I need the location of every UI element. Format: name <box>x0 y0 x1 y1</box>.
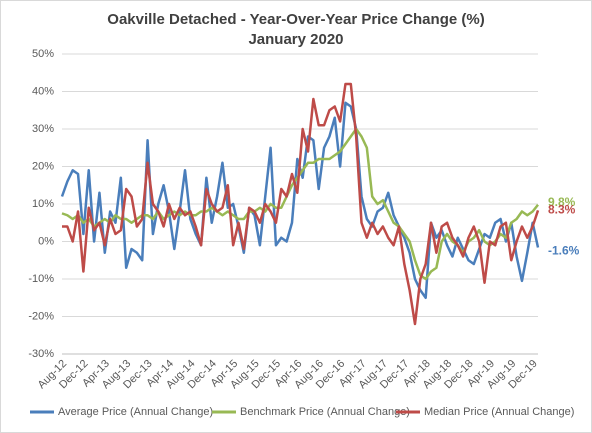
legend-label: Average Price (Annual Change) <box>58 406 213 418</box>
y-tick-label: 20% <box>32 160 54 172</box>
y-tick-label: 0% <box>38 235 54 247</box>
end-label: 8.3% <box>548 203 576 217</box>
end-label: 9.8% <box>548 195 576 209</box>
chart-subtitle: January 2020 <box>248 31 343 48</box>
series-line <box>62 82 540 326</box>
legend-label: Benchmark Price (Annual Change) <box>240 406 410 418</box>
y-tick-label: 10% <box>32 198 54 210</box>
y-tick-label: -30% <box>28 348 54 360</box>
y-tick-label: 40% <box>32 85 54 97</box>
y-tick-label: 50% <box>32 48 54 60</box>
end-label: -1.6% <box>548 244 580 258</box>
y-tick-label: -20% <box>28 310 54 322</box>
y-tick-label: -10% <box>28 273 54 285</box>
chart-title: Oakville Detached - Year-Over-Year Price… <box>107 11 484 28</box>
legend-label: Median Price (Annual Change) <box>424 406 574 418</box>
y-tick-label: 30% <box>32 123 54 135</box>
